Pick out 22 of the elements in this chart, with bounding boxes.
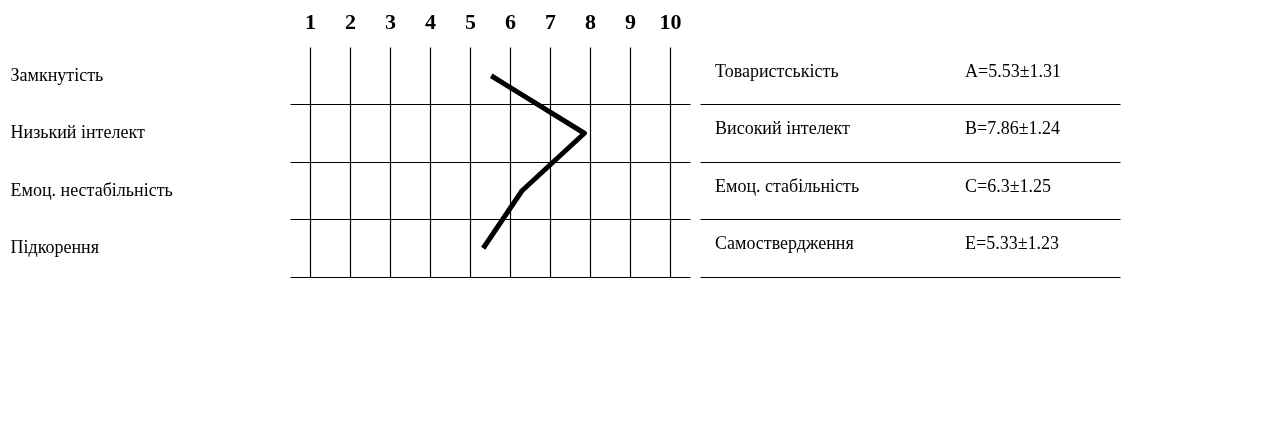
x-tick-label: 10 [659, 8, 682, 34]
x-tick-label: 7 [545, 8, 556, 34]
text: B=7.86±1.24 [965, 118, 1061, 139]
y-tick-label: Замкнутість [10, 64, 104, 85]
y2-tick-label: Емоц. стабільність [715, 175, 860, 196]
x-tick-label: 5 [465, 8, 476, 34]
y2-tick-label: Високий інтелект [715, 118, 851, 139]
y2-tick-label: Самоствердження [715, 233, 854, 254]
x-tick-label: 8 [585, 8, 596, 34]
text: A=5.53±1.31 [965, 60, 1062, 81]
x-tick-label: 6 [505, 8, 516, 34]
y-tick-label: Емоц. нестабільність [10, 179, 173, 200]
x-tick-label: 2 [345, 8, 356, 34]
x-tick-label: 9 [625, 8, 636, 34]
y-tick-label: Підкорення [10, 237, 100, 258]
text: C=6.3±1.25 [965, 175, 1052, 196]
text: E=5.33±1.23 [965, 233, 1060, 254]
y2-tick-label: Товаристськість [715, 60, 839, 81]
x-tick-label: 4 [425, 8, 436, 34]
x-tick-label: 1 [305, 8, 316, 34]
y-tick-label: Низький інтелект [10, 122, 145, 143]
x-tick-label: 3 [385, 8, 396, 34]
